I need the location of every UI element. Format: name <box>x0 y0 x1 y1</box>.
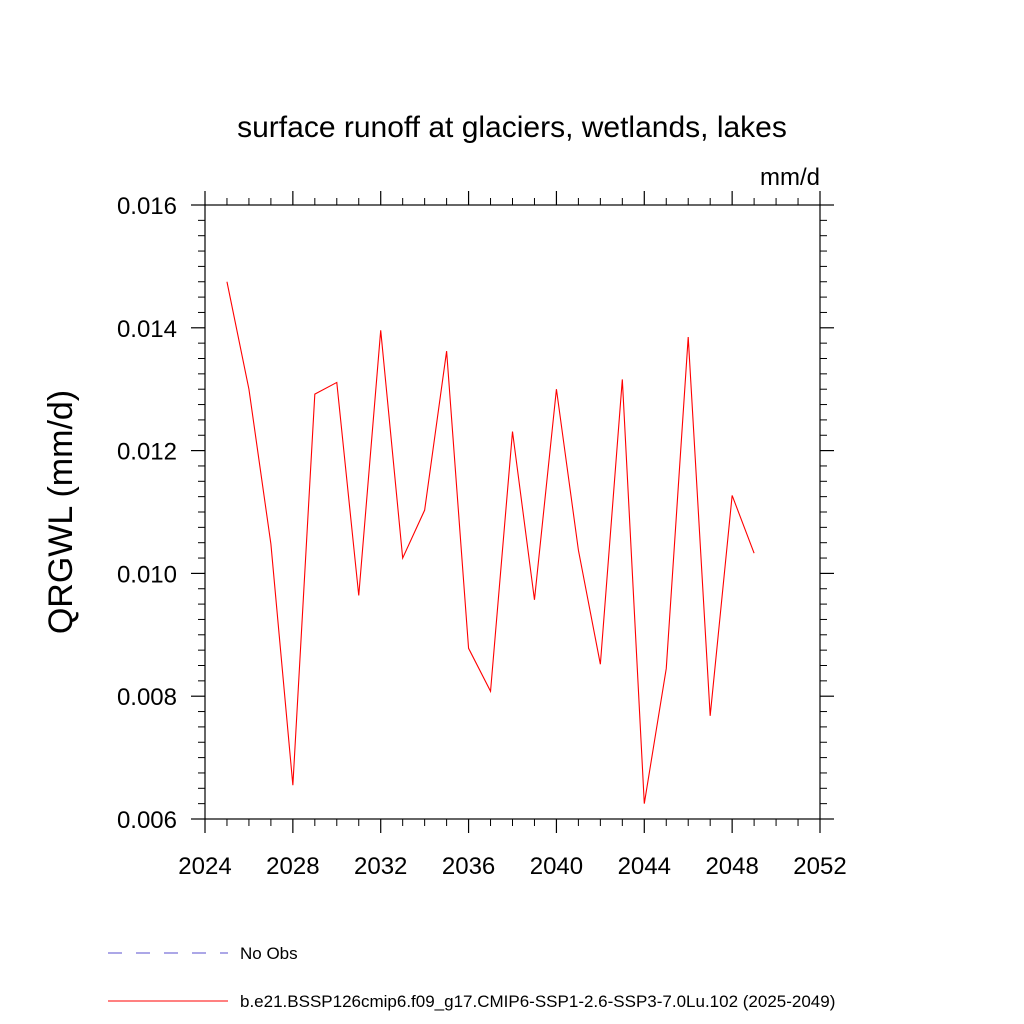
x-tick-labels: 2024 2028 2032 2036 2040 2044 2048 2052 <box>178 853 846 880</box>
y-tick-label: 0.014 <box>117 316 177 343</box>
legend-label-model: b.e21.BSSP126cmip6.f09_g17.CMIP6-SSP1-2.… <box>240 992 835 1011</box>
units-label: mm/d <box>760 164 820 191</box>
y-tick-label: 0.012 <box>117 439 177 466</box>
y-tick-label: 0.010 <box>117 561 177 588</box>
x-tick-label: 2036 <box>442 853 495 880</box>
axis-ticks <box>191 191 834 833</box>
series-line-0 <box>226 281 755 804</box>
x-tick-label: 2032 <box>354 853 407 880</box>
y-tick-label: 0.006 <box>117 807 177 834</box>
y-tick-labels: 0.006 0.008 0.010 0.012 0.014 0.016 <box>117 193 177 834</box>
x-tick-label: 2040 <box>530 853 583 880</box>
plot-frame <box>204 204 821 820</box>
x-tick-label: 2044 <box>618 853 671 880</box>
legend: No Obs b.e21.BSSP126cmip6.f09_g17.CMIP6-… <box>108 944 835 1011</box>
y-axis-label: QRGWL (mm/d) <box>42 390 80 634</box>
x-tick-label: 2028 <box>266 853 319 880</box>
x-tick-label: 2052 <box>793 853 846 880</box>
x-tick-label: 2048 <box>705 853 758 880</box>
y-tick-label: 0.008 <box>117 684 177 711</box>
legend-label-no-obs: No Obs <box>240 944 298 963</box>
x-tick-label: 2024 <box>178 853 231 880</box>
chart-title: surface runoff at glaciers, wetlands, la… <box>237 111 787 144</box>
series-layer <box>226 281 755 804</box>
y-tick-label: 0.016 <box>117 193 177 220</box>
